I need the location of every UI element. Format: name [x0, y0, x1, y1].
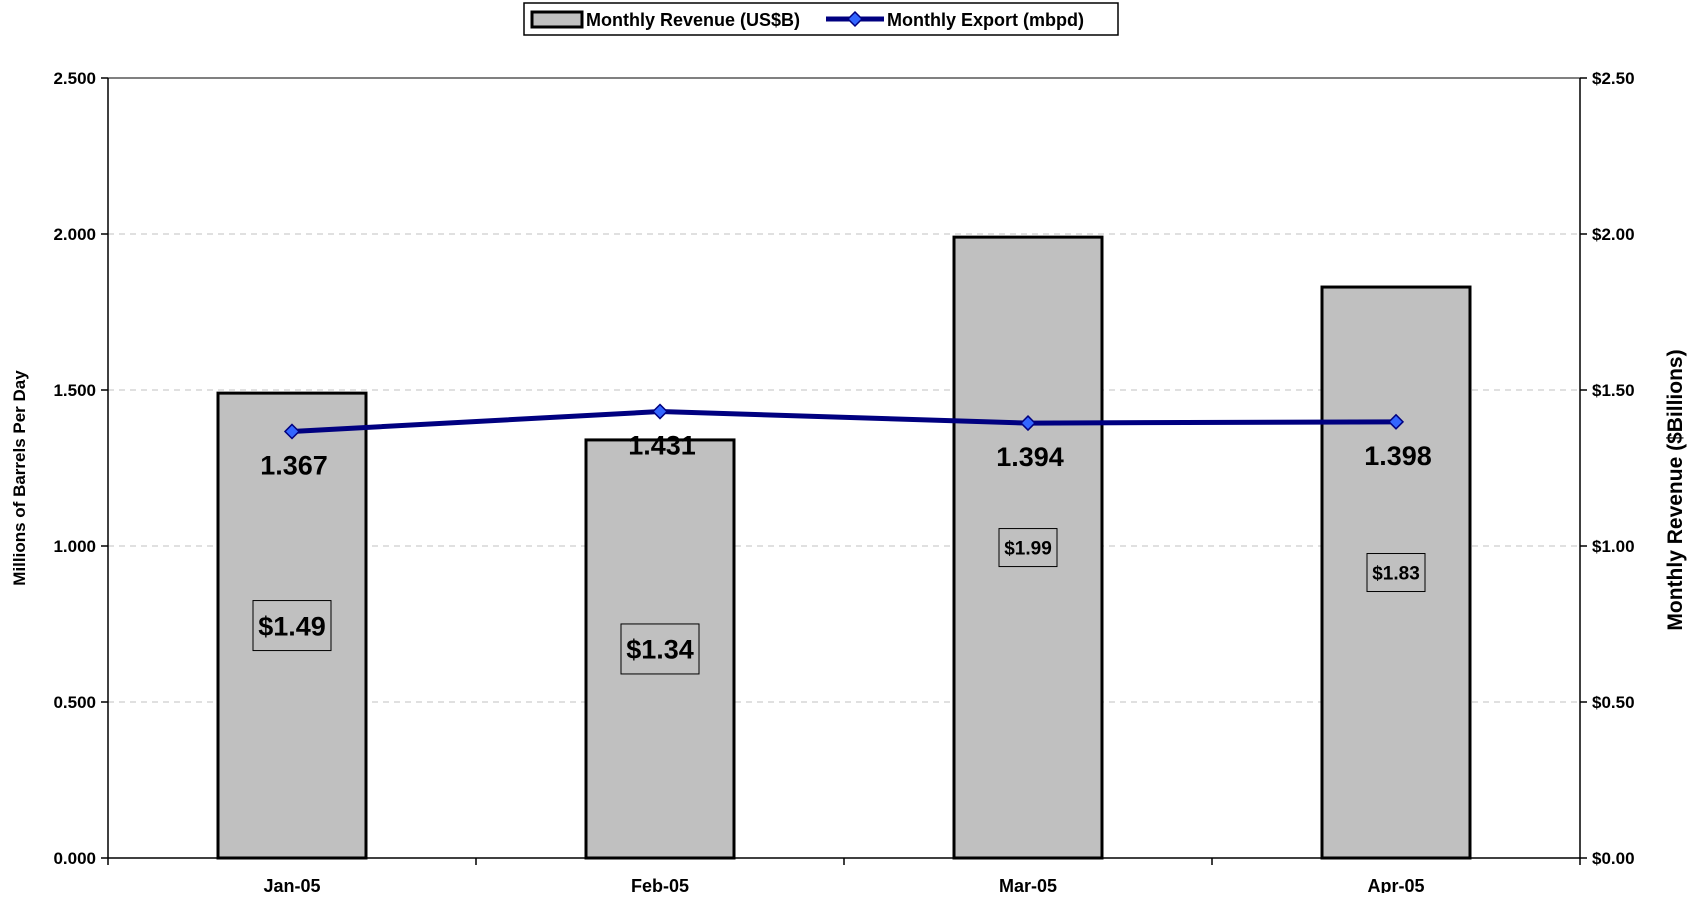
export-marker: [651, 403, 669, 420]
revenue-bar: [1320, 285, 1472, 860]
revenue-data-label: $1.99: [1004, 538, 1052, 559]
revenue-label-box: [998, 528, 1058, 568]
export-marker: [1019, 415, 1037, 432]
revenue-label-box: [252, 600, 332, 652]
revenue-bar: [216, 391, 368, 860]
x-tick-label: Feb-05: [631, 876, 689, 893]
legend-label-export: Monthly Export (mbpd): [887, 10, 1084, 30]
right-tick-label: $1.00: [1592, 537, 1635, 556]
left-tick-label: 0.500: [53, 693, 96, 712]
right-tick-label: $0.00: [1592, 849, 1635, 868]
x-tick-label: Apr-05: [1367, 876, 1424, 893]
y-right-axis-title: Monthly Revenue ($Billions): [1664, 349, 1687, 630]
right-tick-label: $2.50: [1592, 69, 1635, 88]
left-tick-label: 0.000: [53, 849, 96, 868]
revenue-data-label: $1.83: [1372, 563, 1420, 584]
x-tick-label: Jan-05: [263, 876, 320, 893]
left-tick-label: 1.500: [53, 381, 96, 400]
legend-swatch-revenue: [530, 10, 584, 29]
export-line: [291, 409, 1397, 434]
left-tick-label: 2.000: [53, 225, 96, 244]
right-tick-label: $1.50: [1592, 381, 1635, 400]
export-data-label: 1.398: [1364, 441, 1432, 471]
revenue-bar: [584, 438, 736, 860]
export-marker: [1387, 413, 1405, 430]
legend-label-revenue: Monthly Revenue (US$B): [586, 10, 800, 30]
revenue-label-box: [1366, 553, 1426, 593]
revenue-label-box: [620, 623, 700, 675]
x-tick-label: Mar-05: [999, 876, 1057, 893]
export-data-label: 1.367: [260, 450, 328, 480]
export-data-label: 1.394: [996, 442, 1064, 472]
revenue-data-label: $1.49: [258, 611, 326, 641]
legend-box: [523, 2, 1119, 36]
revenue-data-label: $1.34: [626, 635, 694, 665]
right-tick-label: $0.50: [1592, 693, 1635, 712]
export-data-label: 1.431: [628, 431, 696, 461]
legend-swatch-export-marker: [846, 10, 864, 28]
revenue-bar: [952, 235, 1104, 860]
right-tick-label: $2.00: [1592, 225, 1635, 244]
export-marker: [283, 423, 301, 440]
y-left-axis-title: Millions of Barrels Per Day: [10, 370, 29, 586]
left-tick-label: 2.500: [53, 69, 96, 88]
left-tick-label: 1.000: [53, 537, 96, 556]
